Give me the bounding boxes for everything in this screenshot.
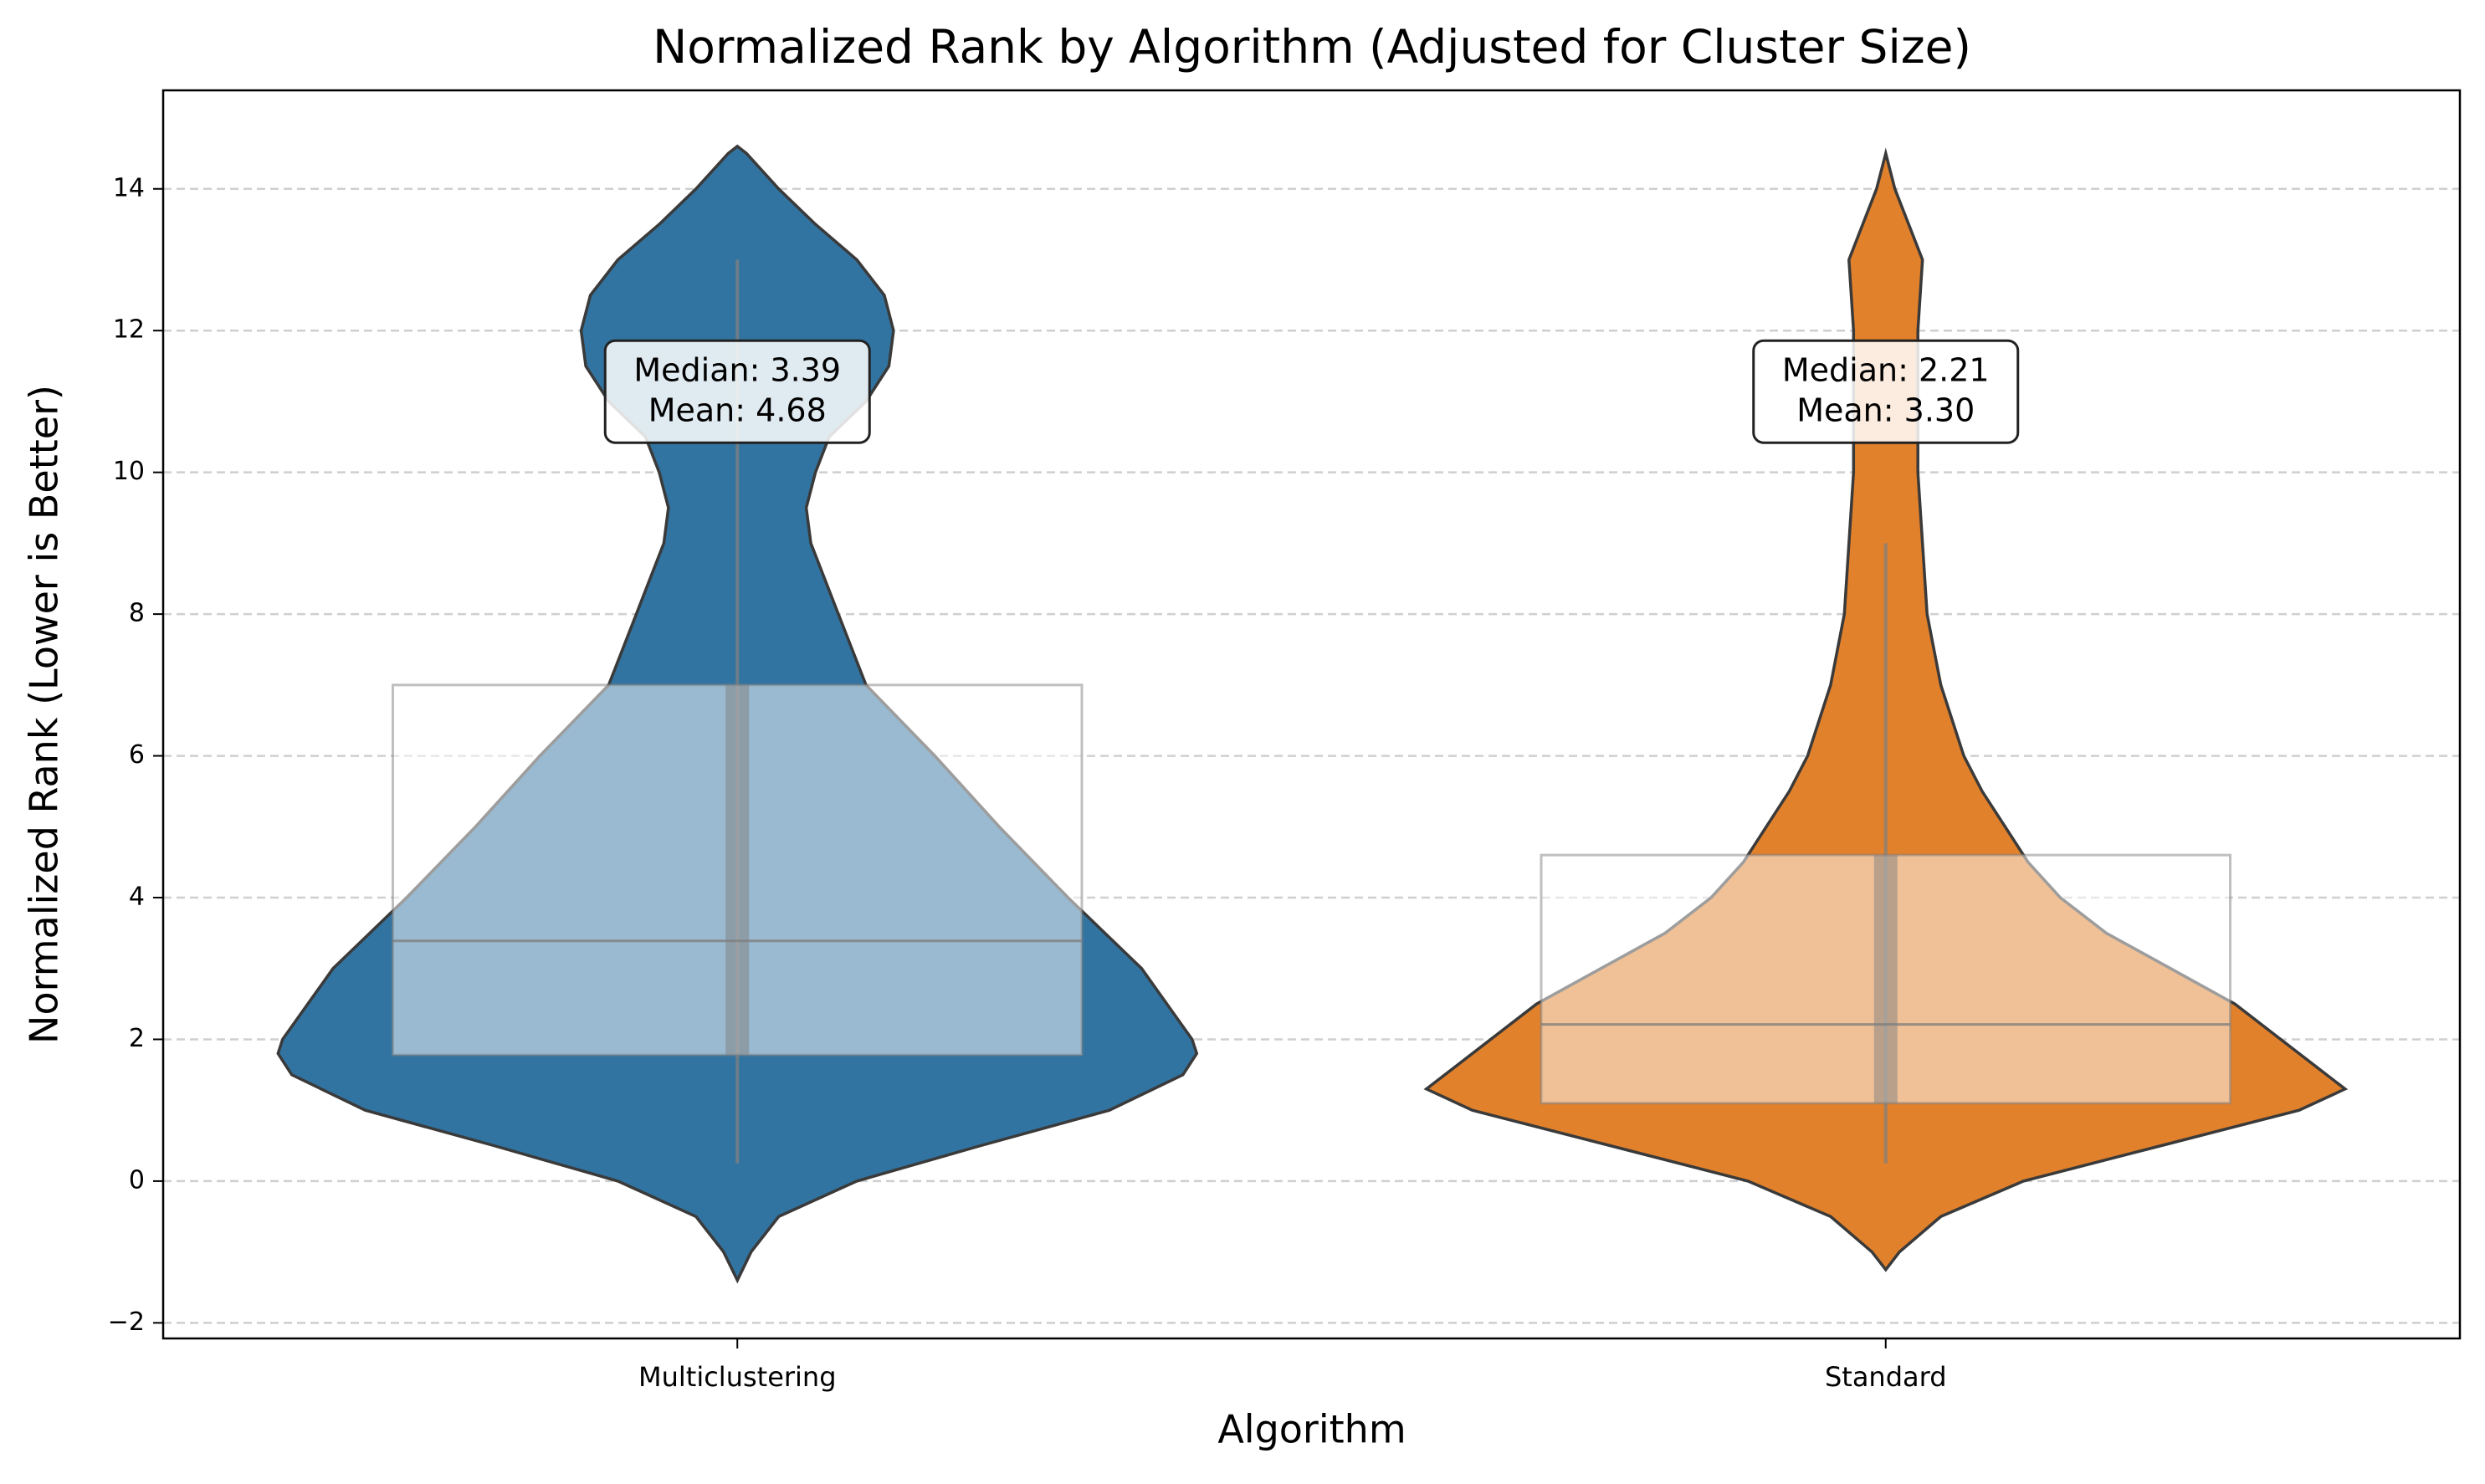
- y-tick-label: 4: [129, 883, 145, 912]
- y-tick-label: −2: [108, 1307, 145, 1337]
- y-tick-label: 0: [129, 1165, 145, 1195]
- annotation-box: [603, 339, 871, 444]
- y-tick-label: 10: [113, 457, 145, 486]
- x-tick-label: Multiclustering: [638, 1361, 837, 1393]
- x-axis-label: Algorithm: [1217, 1407, 1406, 1452]
- box-center: [1873, 855, 1898, 1103]
- y-tick-label: 14: [113, 173, 145, 202]
- x-tick-label: Standard: [1825, 1361, 1947, 1393]
- chart-title: Normalized Rank by Algorithm (Adjusted f…: [653, 20, 1971, 74]
- annotation: Median: 3.39: [633, 352, 841, 389]
- y-axis-label: Normalized Rank (Lower is Better): [22, 385, 67, 1044]
- annotation: Median: 2.21: [1782, 352, 1990, 389]
- y-tick-label: 2: [129, 1024, 145, 1053]
- y-tick-label: 8: [129, 599, 145, 628]
- annotation-box: [1752, 339, 2020, 444]
- annotation: Mean: 3.30: [1796, 392, 1975, 429]
- plot-frame: [161, 89, 2462, 1340]
- box-center: [725, 684, 750, 1056]
- annotation: Mean: 4.68: [648, 392, 827, 429]
- y-tick-label: 12: [113, 315, 145, 345]
- y-tick-label: 6: [129, 740, 145, 770]
